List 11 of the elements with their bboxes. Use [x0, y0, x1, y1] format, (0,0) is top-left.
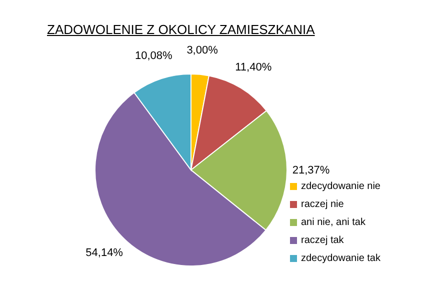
chart-title: ZADOWOLENIE Z OKOLICY ZAMIESZKANIA — [47, 22, 315, 37]
data-label: 21,37% — [292, 164, 330, 177]
data-label: 11,40% — [235, 61, 272, 74]
legend-label: raczej tak — [301, 235, 344, 246]
legend-label: zdecydowanie tak — [301, 253, 380, 264]
data-label: 3,00% — [186, 44, 218, 57]
legend-label: raczej nie — [301, 199, 344, 210]
data-label: 54,14% — [86, 246, 124, 259]
legend-label: ani nie, ani tak — [301, 217, 366, 228]
data-label: 10,08% — [134, 50, 172, 62]
legend-label: zdecydowanie nie — [301, 181, 380, 192]
